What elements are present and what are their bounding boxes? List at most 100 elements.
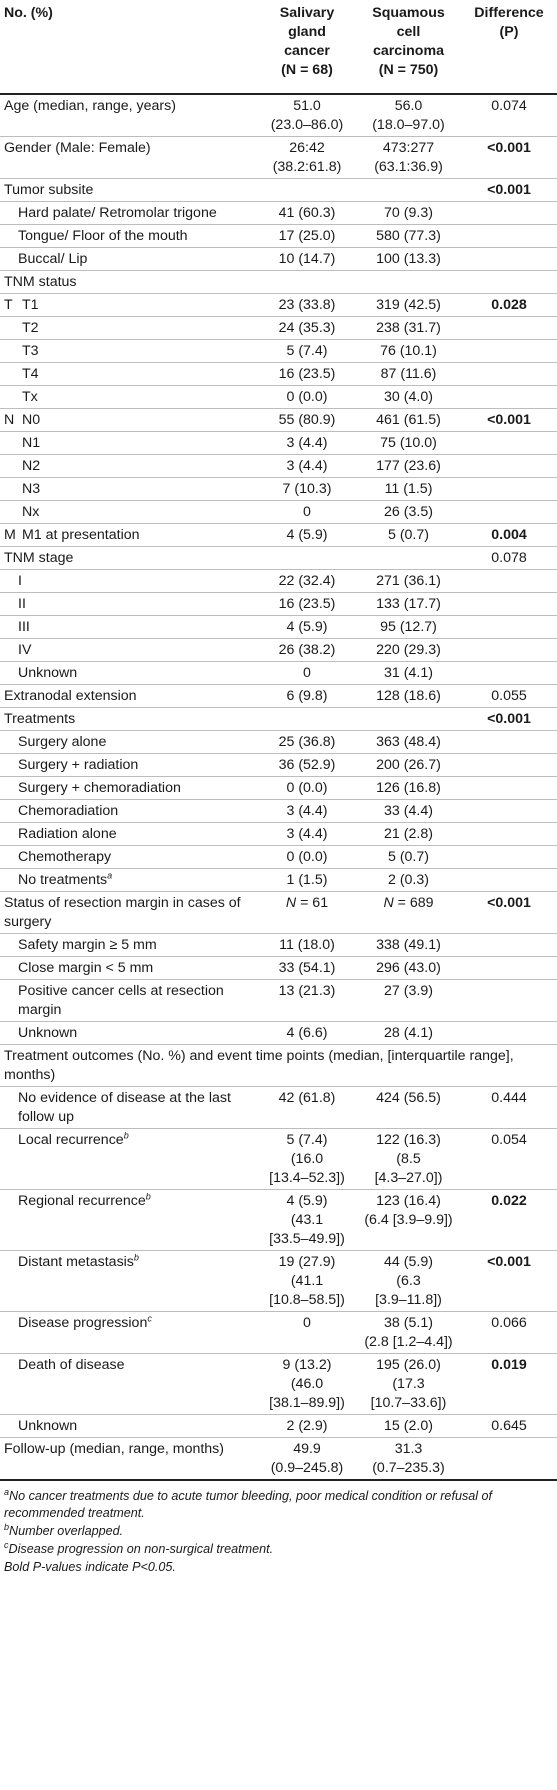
squamous-value [356,178,461,202]
cell-line: 5 (0.7) [387,849,429,865]
squamous-value: 87 (11.6) [356,362,461,386]
cell-line: 10 (14.7) [278,251,336,267]
footnote-mark: c [4,1539,9,1550]
cell-line: 36 (52.9) [278,757,336,773]
row-label-text: Distant metastasis [18,1254,134,1270]
salivary-value [258,178,356,202]
row-label-text: Buccal/ Lip [18,251,88,267]
cell-line: 15 (2.0) [384,1418,433,1434]
footnote-mark: a [4,1486,10,1497]
cell-line: 220 (29.3) [376,642,441,658]
cell-line: 0 (0.0) [286,849,328,865]
cell-line: 24 (35.3) [278,320,336,336]
table-row: T3 5 (7.4) 76 (10.1) [0,339,557,363]
cell-line: 473:277 [382,140,435,156]
squamous-value: 31 (4.1) [356,661,461,685]
row-label: Unknown [0,1021,258,1045]
cell-line: 363 (48.4) [376,734,441,750]
cell-line: 319 (42.5) [376,297,441,313]
cell-line: 4 (5.9) [286,527,328,543]
cell-line: 56.0 [394,98,423,114]
row-label-text: Tongue/ Floor of the mouth [18,228,188,244]
row-label: Unknown [0,661,258,685]
squamous-value: 271 (36.1) [356,569,461,593]
salivary-value: 9 (13.2) (46.0 [38.1–89.9]) [258,1353,356,1415]
squamous-value: 580 (77.3) [356,224,461,248]
row-label-text: III [18,619,30,635]
salivary-value: 4 (6.6) [258,1021,356,1045]
row-label: TNM stage [0,546,258,570]
table-row: III 4 (5.9) 95 (12.7) [0,615,557,639]
row-label: Hard palate/ Retromolar trigone [0,201,258,225]
cell-line: 177 (23.6) [376,458,441,474]
salivary-value: 26:42 (38.2:61.8) [258,136,356,179]
p-value: 0.078 [461,546,557,570]
salivary-value: 0 (0.0) [258,385,356,409]
row-group-letter: T [4,297,13,313]
cell-line: (2.8 [1.2–4.4]) [364,1334,453,1350]
p-value: 0.066 [461,1311,557,1354]
row-label-text: Unknown [18,665,78,681]
cell-line: 26 (38.2) [278,642,336,658]
row-label-text: Unknown [18,1418,78,1434]
row-label-text: N1 [22,435,41,451]
salivary-value: 22 (32.4) [258,569,356,593]
salivary-value: 4 (5.9) [258,523,356,547]
table-row: Unknown 2 (2.9) 15 (2.0) 0.645 [0,1414,557,1438]
table-row: Close margin < 5 mm 33 (54.1) 296 (43.0) [0,956,557,980]
squamous-value: 30 (4.0) [356,385,461,409]
row-label-text: I [18,573,22,589]
table-row: Unknown 4 (6.6) 28 (4.1) [0,1021,557,1045]
p-value: 0.054 [461,1128,557,1190]
squamous-value: 319 (42.5) [356,293,461,317]
squamous-value [356,270,461,294]
squamous-value: 424 (56.5) [356,1086,461,1129]
p-value [461,638,557,662]
row-label: Local recurrenceb [0,1128,258,1190]
footnote-mark: b [123,1130,129,1141]
row-label-text: Local recurrence [18,1132,124,1148]
table-row: Death of disease 9 (13.2) (46.0 [38.1–89.9]… [0,1353,557,1415]
salivary-value [258,270,356,294]
salivary-value: 3 (4.4) [258,431,356,455]
cell-line: (63.1:36.9) [374,159,443,175]
p-value [461,1437,557,1481]
cell-line: 27 (3.9) [384,983,433,999]
row-label: Distant metastasisb [0,1250,258,1312]
table-row: Tumor subsite <0.001 [0,178,557,202]
cell-line: 42 (61.8) [278,1090,336,1106]
table-row: Disease progressionc 0 38 (5.1) (2.8 [1.2–4… [0,1311,557,1354]
table-row: Local recurrenceb 5 (7.4) (16.0 [13.4–52.3]… [0,1128,557,1190]
table-row: Chemotherapy 0 (0.0) 5 (0.7) [0,845,557,869]
row-label-text: Disease progression [18,1315,148,1331]
cell-line: 4 (6.6) [286,1025,328,1041]
cell-line: [4.3–27.0]) [374,1170,443,1186]
cell-line: 200 (26.7) [376,757,441,773]
header-label-column: No. (%) [0,0,258,95]
p-value: <0.001 [461,1250,557,1312]
cell-line: 19 (27.9) [278,1254,336,1270]
cell-line: [33.5–49.9]) [269,1231,345,1247]
row-label-text: Unknown [18,1025,78,1041]
squamous-value: 2 (0.3) [356,868,461,892]
table-row: N2 3 (4.4) 177 (23.6) [0,454,557,478]
footnote-text: No cancer treatments due to acute tumor … [4,1489,493,1520]
header-difference-column: Difference (P) [461,0,557,95]
row-label: Radiation alone [0,822,258,846]
row-label-text: N3 [22,481,41,497]
p-value [461,776,557,800]
salivary-value: 6 (9.8) [258,684,356,708]
row-label-text: Age (median, range, years) [4,98,176,114]
table-row: Unknown 0 31 (4.1) [0,661,557,685]
row-label-text: Surgery alone [18,734,107,750]
p-value [461,224,557,248]
cell-line: 580 (77.3) [376,228,441,244]
cell-line: (0.7–235.3) [372,1460,445,1476]
p-value [461,868,557,892]
p-value: 0.645 [461,1414,557,1438]
p-value [461,362,557,386]
cell-line: [10.8–58.5]) [269,1292,345,1308]
row-label-text: Safety margin ≥ 5 mm [18,937,157,953]
p-value [461,753,557,777]
row-label: TNM status [0,270,258,294]
